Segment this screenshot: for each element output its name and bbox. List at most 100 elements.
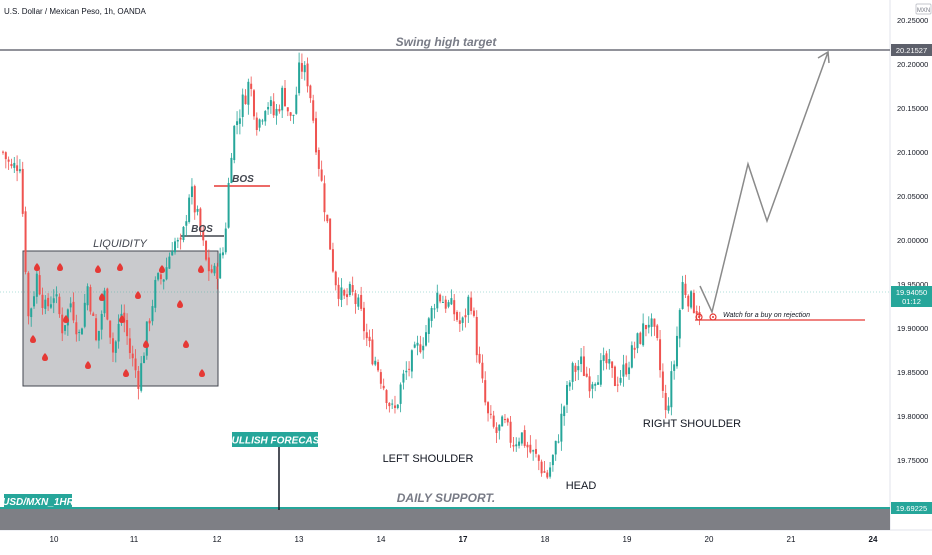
candle-down: [320, 169, 323, 181]
candle-down: [444, 299, 447, 309]
liquidity-drop-icon: [57, 263, 63, 271]
bos-label-1: BOS: [191, 224, 213, 235]
liquidity-drop-icon: [159, 265, 165, 273]
candle-up: [430, 308, 433, 321]
candle-up: [140, 363, 143, 391]
candle-down: [252, 90, 255, 117]
time-axis[interactable]: 10 11 12 13 14 17 18 19 20 21 24: [50, 535, 878, 544]
candle-up: [86, 286, 89, 306]
candle-up: [165, 267, 168, 280]
candle-down: [458, 320, 461, 324]
swing-high-price-value: 20.21527: [896, 46, 927, 55]
candle-down: [625, 363, 628, 375]
candle-down: [250, 83, 253, 89]
candle-down: [111, 338, 114, 353]
candle-down: [543, 471, 546, 473]
candle-up: [571, 363, 574, 382]
candle-up: [44, 299, 47, 309]
liquidity-drop-icon: [30, 335, 36, 343]
candle-up: [619, 377, 622, 383]
candle-up: [425, 332, 427, 346]
candle-up: [227, 182, 230, 228]
candle-down: [272, 101, 275, 116]
time-tick-label: 13: [295, 535, 304, 544]
candle-up: [447, 302, 450, 307]
candle-up: [568, 382, 571, 387]
candle-up: [670, 371, 673, 408]
candle-down: [526, 444, 529, 448]
candle-down: [684, 283, 687, 295]
candle-down: [546, 472, 549, 478]
candle-down: [216, 266, 219, 279]
time-tick-label: 18: [541, 535, 550, 544]
candle-up: [33, 296, 36, 307]
candle-up: [298, 62, 301, 94]
candle-down: [362, 307, 365, 332]
price-axis[interactable]: 20.25000 20.20000 20.15000 20.10000 20.05000…: [897, 16, 928, 509]
candle-up: [563, 406, 566, 417]
candle-down: [659, 339, 662, 371]
candle-down: [692, 292, 695, 313]
price-tick-label: 19.80000: [897, 412, 928, 421]
candle-down: [385, 390, 388, 404]
candle-down: [377, 362, 380, 371]
bos-label-2: BOS: [232, 174, 254, 185]
candle-down: [487, 402, 490, 414]
candle-down: [343, 290, 346, 296]
candle-down: [484, 380, 487, 403]
candle-down: [453, 300, 456, 315]
candle-down: [137, 370, 140, 389]
candle-up: [281, 87, 284, 111]
candle-up: [241, 94, 244, 117]
candle-down: [582, 356, 585, 376]
candle-down: [393, 405, 396, 408]
candle-down: [126, 319, 129, 337]
right-shoulder-label: RIGHT SHOULDER: [643, 418, 741, 430]
candle-up: [647, 324, 650, 328]
candle-up: [594, 383, 597, 386]
candle-up: [422, 345, 425, 351]
candle-down: [368, 336, 371, 342]
candle-up: [64, 325, 67, 331]
liquidity-drop-icon: [34, 263, 40, 271]
candle-up: [13, 162, 16, 168]
candle-down: [616, 384, 619, 386]
liquidity-drops: [30, 263, 205, 377]
candle-up: [554, 440, 557, 455]
time-tick-label: 11: [130, 535, 139, 544]
candle-up: [78, 331, 81, 333]
time-tick-label: 19: [623, 535, 632, 544]
candle-down: [315, 118, 318, 153]
candle-up: [551, 454, 554, 466]
currency-badge: MXN: [917, 8, 930, 14]
candle-up: [261, 120, 264, 122]
rejection-marker-2-dot: [712, 316, 714, 318]
candle-up: [461, 317, 464, 323]
candle-down: [644, 324, 647, 330]
candle-down: [131, 353, 134, 359]
watch-label: Watch for a buy on rejection: [723, 312, 810, 319]
candle-up: [236, 121, 239, 125]
candle-up: [566, 385, 568, 405]
candle-up: [374, 360, 377, 365]
daily-support-price-tag: [891, 502, 932, 514]
candle-down: [588, 376, 591, 392]
swing-high-target-label: Swing high target: [396, 35, 498, 49]
candle-up: [650, 318, 653, 327]
candle-down: [388, 402, 391, 407]
candle-down: [512, 445, 515, 447]
candle-down: [106, 288, 109, 320]
candle-down: [351, 285, 354, 292]
rejection-marker-2: [709, 313, 717, 321]
candle-down: [470, 297, 473, 311]
candle-down: [193, 186, 196, 213]
liquidity-drop-icon: [117, 263, 123, 271]
candle-up: [450, 298, 453, 305]
candle-down: [464, 315, 467, 318]
candle-up: [630, 345, 633, 368]
candle-up: [608, 359, 611, 364]
candle-down: [639, 332, 642, 344]
candle-down: [207, 257, 210, 272]
